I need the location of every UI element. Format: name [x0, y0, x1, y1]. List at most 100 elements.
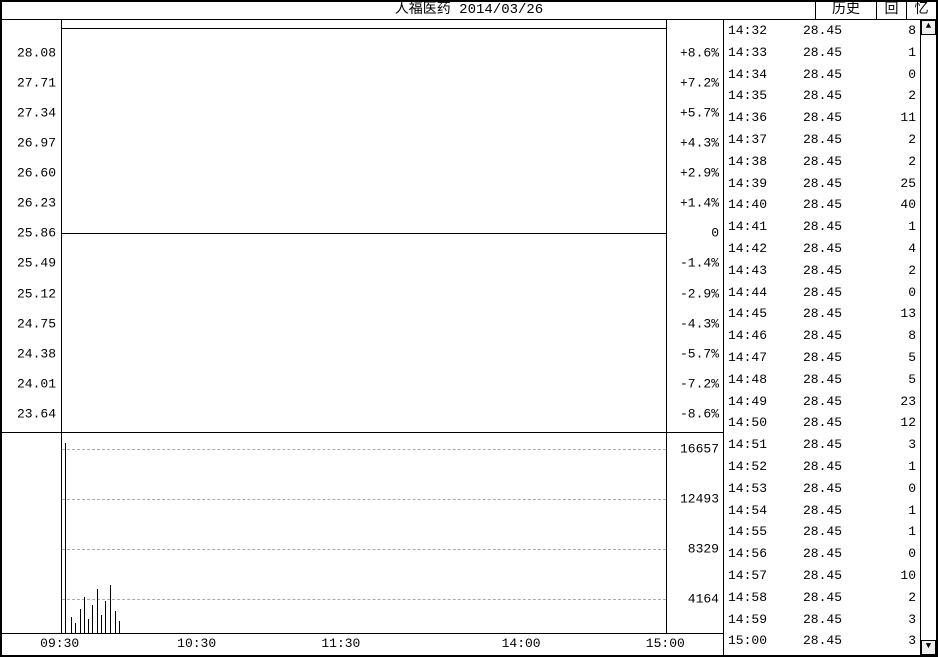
trade-volume: 0 [842, 282, 916, 304]
trade-volume: 10 [842, 565, 916, 587]
trade-volume: 2 [842, 151, 916, 173]
trade-row: 14:3428.450 [724, 64, 920, 86]
trade-price: 28.45 [780, 434, 842, 456]
trade-volume: 2 [842, 85, 916, 107]
trade-row: 14:4728.455 [724, 347, 920, 369]
volume-chart: 166571249383294164 [2, 433, 723, 633]
trade-row: 14:5028.4512 [724, 412, 920, 434]
trade-price: 28.45 [780, 565, 842, 587]
main-area: 28.0827.7127.3426.9726.6026.2325.8625.49… [2, 20, 936, 655]
time-tick: 15:00 [646, 636, 685, 651]
volume-gridline [62, 549, 666, 550]
trade-volume: 13 [842, 303, 916, 325]
trade-price: 28.45 [780, 412, 842, 434]
trade-time: 14:42 [728, 238, 780, 260]
price-tick-right: 0 [711, 226, 719, 241]
trade-time: 14:43 [728, 260, 780, 282]
price-tick-right: +4.3% [680, 136, 719, 151]
trade-volume: 1 [842, 500, 916, 522]
volume-bar [115, 611, 116, 633]
trade-price: 28.45 [780, 20, 842, 42]
volume-bar [119, 621, 120, 633]
trade-time: 14:32 [728, 20, 780, 42]
volume-gridline [62, 449, 666, 450]
trade-row: 14:5628.450 [724, 543, 920, 565]
trade-volume: 2 [842, 260, 916, 282]
price-tick-right: +7.2% [680, 76, 719, 91]
volume-bar [71, 617, 72, 633]
trade-row: 14:5828.452 [724, 587, 920, 609]
trade-price: 28.45 [780, 194, 842, 216]
trade-price: 28.45 [780, 260, 842, 282]
price-tick-right: +5.7% [680, 106, 719, 121]
trade-volume: 0 [842, 543, 916, 565]
trade-time: 14:35 [728, 85, 780, 107]
price-tick-left: 25.12 [17, 286, 56, 301]
price-tick-left: 26.23 [17, 196, 56, 211]
trade-row: 14:4228.454 [724, 238, 920, 260]
time-tick: 10:30 [177, 636, 216, 651]
trade-row: 14:5428.451 [724, 500, 920, 522]
volume-gridline [62, 499, 666, 500]
trade-price: 28.45 [780, 369, 842, 391]
scroll-down-button[interactable]: ▼ [921, 640, 936, 655]
scroll-up-button[interactable]: ▲ [921, 20, 936, 35]
trade-row: 14:3828.452 [724, 151, 920, 173]
header-bar: 人福医药 2014/03/26 历史 回 忆 [2, 2, 936, 20]
trade-volume: 8 [842, 20, 916, 42]
trade-time: 14:38 [728, 151, 780, 173]
price-y-axis-right: +8.6%+7.2%+5.7%+4.3%+2.9%+1.4%0-1.4%-2.9… [667, 20, 723, 432]
trade-volume: 8 [842, 325, 916, 347]
trade-volume: 3 [842, 434, 916, 456]
price-chart: 28.0827.7127.3426.9726.6026.2325.8625.49… [2, 20, 723, 433]
price-plot [61, 20, 667, 432]
trade-time: 14:51 [728, 434, 780, 456]
trade-row: 14:3928.4525 [724, 173, 920, 195]
trade-price: 28.45 [780, 391, 842, 413]
price-tick-right: -1.4% [680, 256, 719, 271]
trade-price: 28.45 [780, 129, 842, 151]
trade-price: 28.45 [780, 282, 842, 304]
volume-bar [84, 597, 85, 633]
price-tick-left: 24.38 [17, 346, 56, 361]
trade-price: 28.45 [780, 107, 842, 129]
time-tick: 11:30 [321, 636, 360, 651]
trade-time: 14:36 [728, 107, 780, 129]
price-y-axis-left: 28.0827.7127.3426.9726.6026.2325.8625.49… [2, 20, 60, 432]
trade-row: 14:4028.4540 [724, 194, 920, 216]
trade-row: 14:3528.452 [724, 85, 920, 107]
volume-gridline [62, 599, 666, 600]
trade-price: 28.45 [780, 500, 842, 522]
trade-price: 28.45 [780, 609, 842, 631]
volume-bar [75, 623, 76, 633]
trade-price: 28.45 [780, 42, 842, 64]
price-tick-right: -4.3% [680, 316, 719, 331]
volume-bar [92, 605, 93, 633]
trade-row: 14:4528.4513 [724, 303, 920, 325]
price-tick-right: +8.6% [680, 45, 719, 60]
trade-price: 28.45 [780, 521, 842, 543]
trade-row: 14:4628.458 [724, 325, 920, 347]
trade-row: 14:4428.450 [724, 282, 920, 304]
trade-volume: 5 [842, 347, 916, 369]
volume-bar [110, 585, 111, 633]
trade-time: 14:53 [728, 478, 780, 500]
volume-bar [65, 443, 66, 633]
trade-volume: 1 [842, 521, 916, 543]
price-tick-right: +2.9% [680, 166, 719, 181]
trade-volume: 5 [842, 369, 916, 391]
trade-price: 28.45 [780, 347, 842, 369]
trade-price: 28.45 [780, 587, 842, 609]
volume-bar [97, 589, 98, 633]
price-tick-left: 28.08 [17, 45, 56, 60]
trade-time: 14:44 [728, 282, 780, 304]
trade-row: 14:4828.455 [724, 369, 920, 391]
trade-row: 15:0028.453 [724, 630, 920, 652]
recall-button-1[interactable]: 回 [876, 2, 906, 20]
trade-time: 14:58 [728, 587, 780, 609]
trade-price: 28.45 [780, 303, 842, 325]
history-button[interactable]: 历史 [816, 2, 876, 20]
recall-button-2[interactable]: 忆 [906, 2, 936, 20]
trade-price: 28.45 [780, 325, 842, 347]
price-tick-left: 24.75 [17, 316, 56, 331]
